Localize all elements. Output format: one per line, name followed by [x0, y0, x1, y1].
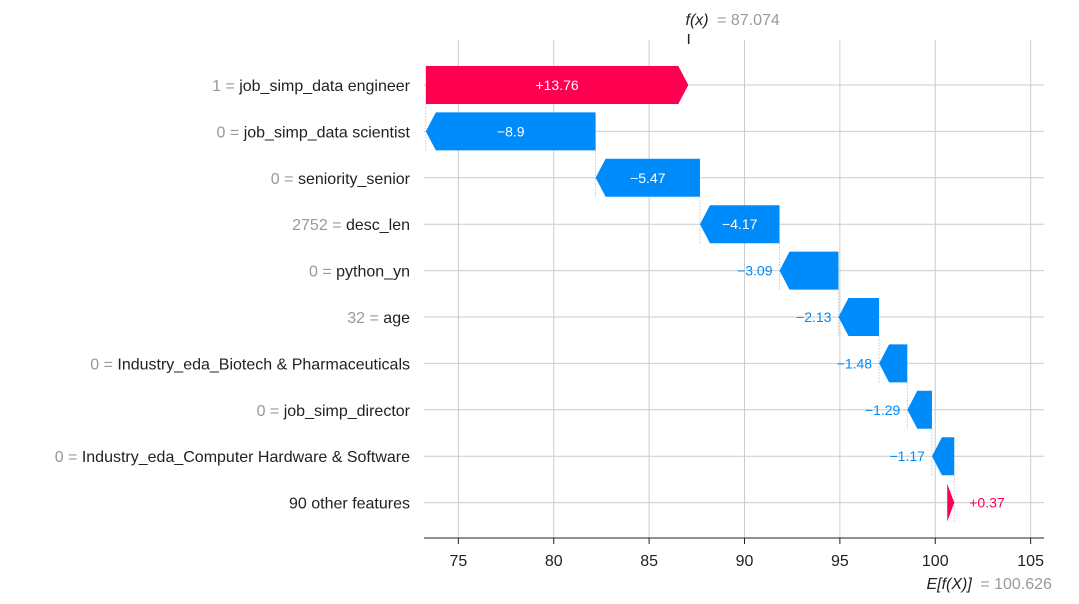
- bar-value-label: −1.48: [837, 355, 873, 371]
- expected-annotation: E[f(X)] = 100.626: [926, 576, 1052, 593]
- feature-value: 0 =: [271, 171, 298, 188]
- x-tick-label: 80: [545, 553, 563, 570]
- feature-value: 0 =: [309, 264, 336, 281]
- feature-label: 0 = seniority_senior: [271, 171, 411, 188]
- expected-name: E[f(X)]: [926, 576, 972, 593]
- waterfall-bar: [879, 344, 908, 383]
- bar-value-label: −1.17: [890, 448, 926, 464]
- feature-value: 0 =: [55, 449, 82, 466]
- fx-name: f(x): [686, 12, 709, 29]
- feature-name: age: [383, 310, 410, 327]
- bar-value-label: +0.37: [969, 495, 1005, 511]
- fx-value: = 87.074: [717, 12, 780, 29]
- bar-value-label: −3.09: [737, 263, 773, 279]
- bars-layer: [425, 66, 955, 522]
- feature-label: 2752 = desc_len: [292, 217, 410, 234]
- feature-label: 0 = python_yn: [309, 264, 410, 281]
- bar-value-label: −1.29: [865, 402, 901, 418]
- feature-label: 1 = job_simp_data engineer: [212, 78, 411, 95]
- x-tick-label: 105: [1017, 553, 1044, 570]
- feature-name: python_yn: [336, 264, 410, 281]
- feature-label: 0 = job_simp_data scientist: [217, 124, 411, 141]
- x-tick-label: 85: [640, 553, 658, 570]
- fx-label: f(x) = 87.074: [686, 12, 780, 29]
- feature-value: 0 =: [257, 403, 284, 420]
- feature-value: 1 =: [212, 78, 239, 95]
- waterfall-bar: [931, 437, 955, 476]
- feature-name: job_simp_director: [283, 403, 411, 420]
- waterfall-bar: [838, 298, 880, 336]
- feature-label: 0 = Industry_eda_Computer Hardware & Sof…: [55, 449, 410, 466]
- expected-value: = 100.626: [980, 576, 1052, 593]
- feature-name: 90 other features: [289, 496, 410, 513]
- bar-value-label: −2.13: [796, 309, 832, 325]
- waterfall-bar: [425, 112, 596, 151]
- waterfall-bar: [947, 483, 955, 522]
- waterfall-bar: [425, 66, 689, 104]
- feature-value: 2752 =: [292, 217, 346, 234]
- feature-name: Industry_eda_Computer Hardware & Softwar…: [82, 449, 410, 466]
- x-tick-label: 75: [449, 553, 467, 570]
- feature-label: 90 other features: [289, 496, 410, 513]
- grid-layer: [424, 40, 1044, 538]
- waterfall-bar: [907, 390, 932, 429]
- x-axis: 75 80 85 90 95 100 105: [424, 537, 1044, 570]
- bar-value-label: −8.9: [497, 123, 525, 139]
- waterfall-bar: [699, 205, 780, 244]
- fx-annotation: f(x) = 87.074: [686, 12, 780, 44]
- feature-name: desc_len: [346, 217, 410, 234]
- bar-value-label: −4.17: [722, 216, 758, 232]
- expected-label: E[f(X)] = 100.626: [926, 576, 1052, 593]
- bar-value-label: −5.47: [630, 170, 666, 186]
- x-tick-label: 100: [922, 553, 949, 570]
- labels-layer: +13.76 1 = job_simp_data engineer −8.9 0 = …: [55, 77, 1005, 513]
- feature-value: 0 =: [90, 356, 117, 373]
- waterfall-bar: [595, 158, 700, 197]
- feature-name: seniority_senior: [298, 171, 411, 188]
- waterfall-bar: [779, 251, 839, 290]
- feature-value: 32 =: [347, 310, 383, 327]
- feature-label: 32 = age: [347, 310, 410, 327]
- bar-value-label: +13.76: [535, 77, 578, 93]
- x-tick-label: 95: [831, 553, 849, 570]
- feature-value: 0 =: [217, 124, 244, 141]
- feature-label: 0 = job_simp_director: [257, 403, 411, 420]
- feature-name: Industry_eda_Biotech & Pharmaceuticals: [117, 356, 410, 373]
- x-tick-label: 90: [736, 553, 754, 570]
- feature-label: 0 = Industry_eda_Biotech & Pharmaceutica…: [90, 356, 410, 373]
- feature-name: job_simp_data engineer: [238, 78, 410, 95]
- feature-name: job_simp_data scientist: [243, 124, 411, 141]
